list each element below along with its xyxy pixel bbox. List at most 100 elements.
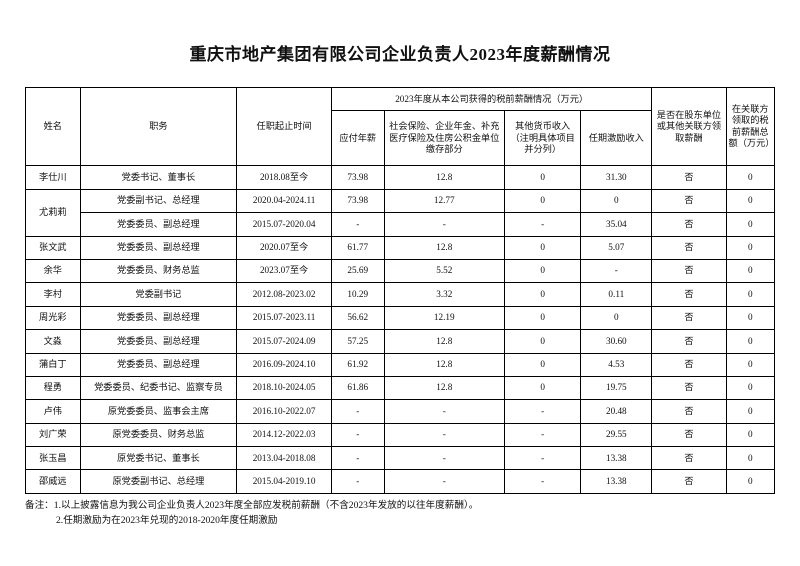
cell-period: 2015.07-2023.11 xyxy=(236,305,332,331)
cell-insurance: 12.19 xyxy=(383,305,506,331)
cell-insurance: 12.8 xyxy=(383,352,506,377)
cell-annual-salary: - xyxy=(330,446,385,471)
cell-period: 2018.08至今 xyxy=(236,165,332,190)
cell-insurance: - xyxy=(383,399,506,424)
cell-name: 张玉昌 xyxy=(25,446,81,471)
cell-annual-salary: 61.86 xyxy=(330,375,385,401)
cell-annual-salary: - xyxy=(330,422,385,448)
cell-other-income: 0 xyxy=(504,188,582,214)
table-row: 张文武 党委委员、副总经理 2020.07至今 61.77 12.8 0 5.07 否 0 xyxy=(25,235,776,260)
cell-shareholder-pay: 否 xyxy=(651,282,727,307)
cell-related-party-total: 0 xyxy=(725,446,776,471)
cell-name: 尤莉莉 xyxy=(25,188,81,237)
cell-tenure-incentive: 13.38 xyxy=(580,446,653,471)
cell-name: 张文武 xyxy=(25,235,81,260)
table-row: 周光彩 党委委员、副总经理 2015.07-2023.11 56.62 12.19 0 0 否… xyxy=(25,305,776,331)
cell-shareholder-pay: 否 xyxy=(651,212,727,237)
cell-other-income: 0 xyxy=(504,329,582,354)
cell-other-income: - xyxy=(504,469,582,494)
header-row-top: 姓名 职务 任职起止时间 2023年度从本公司获得的税前薪酬情况（万元） 是否在… xyxy=(25,87,776,167)
cell-insurance: 12.8 xyxy=(383,329,506,354)
cell-annual-salary: 10.29 xyxy=(330,282,385,307)
cell-period: 2014.12-2022.03 xyxy=(236,422,332,448)
table-row: 卢伟 原党委委员、监事会主席 2016.10-2022.07- - -20.48 否 0 xyxy=(25,399,776,424)
cell-position: 党委委员、副总经理 xyxy=(79,352,238,377)
cell-period: 2016.10-2022.07 xyxy=(236,399,332,424)
cell-related-party-total: 0 xyxy=(725,188,776,214)
cell-related-party-total: 0 xyxy=(725,375,776,401)
cell-position: 党委副书记 xyxy=(79,282,238,307)
cell-other-income: 0 xyxy=(504,352,582,377)
cell-other-income: - xyxy=(504,212,582,237)
cell-other-income: 0 xyxy=(504,235,582,260)
column-header-annual-salary: 应付年薪 xyxy=(330,110,385,167)
cell-shareholder-pay: 否 xyxy=(651,375,727,401)
cell-shareholder-pay: 否 xyxy=(651,469,727,494)
cell-period: 2020.04-2024.11 xyxy=(236,188,332,214)
cell-name: 刘广荣 xyxy=(25,422,81,448)
cell-period: 2016.09-2024.10 xyxy=(236,352,332,377)
cell-period: 2020.07至今 xyxy=(236,235,332,260)
cell-period: 2023.07至今 xyxy=(236,258,332,284)
cell-shareholder-pay: 否 xyxy=(651,399,727,424)
cell-period: 2015.07-2024.09 xyxy=(236,329,332,354)
cell-insurance: 12.77 xyxy=(383,188,506,214)
cell-tenure-incentive: 4.53 xyxy=(580,352,653,377)
cell-related-party-total: 0 xyxy=(725,329,776,354)
cell-position: 党委委员、纪委书记、监察专员 xyxy=(79,375,238,401)
cell-name: 程勇 xyxy=(25,375,81,401)
cell-shareholder-pay: 否 xyxy=(651,235,727,260)
cell-other-income: 0 xyxy=(504,375,582,401)
cell-related-party-total: 0 xyxy=(725,235,776,260)
cell-position: 原党委委员、监事会主席 xyxy=(79,399,238,424)
cell-name: 文淼 xyxy=(25,329,81,354)
cell-name: 蒲白丁 xyxy=(25,352,81,377)
note-line-2: 2.任期激励为在2023年兑现的2018-2020年度任期激励 xyxy=(56,514,278,526)
cell-tenure-incentive: 20.48 xyxy=(580,399,653,424)
cell-period: 2018.10-2024.05 xyxy=(236,375,332,401)
cell-insurance: 12.8 xyxy=(383,375,506,401)
cell-name: 邵威远 xyxy=(25,469,81,494)
cell-other-income: 0 xyxy=(504,305,582,331)
cell-shareholder-pay: 否 xyxy=(651,329,727,354)
cell-tenure-incentive: 5.07 xyxy=(580,235,653,260)
cell-name: 余华 xyxy=(25,258,81,284)
cell-related-party-total: 0 xyxy=(725,258,776,284)
cell-annual-salary: 56.62 xyxy=(330,305,385,331)
cell-tenure-incentive: 29.55 xyxy=(580,422,653,448)
table-row: 蒲白丁 党委委员、副总经理 2016.09-2024.10 61.92 12.8 0 4.5… xyxy=(25,352,776,377)
cell-related-party-total: 0 xyxy=(725,165,776,190)
cell-insurance: - xyxy=(383,422,506,448)
cell-position: 党委委员、副总经理 xyxy=(79,329,238,354)
cell-position: 原党委书记、董事长 xyxy=(79,446,238,471)
cell-tenure-incentive: 0.11 xyxy=(580,282,653,307)
notes-section: 备注：1.以上披露信息为我公司企业负责人2023年度全部应发税前薪酬（不含202… xyxy=(25,499,775,529)
cell-annual-salary: 61.77 xyxy=(330,235,385,260)
cell-other-income: 0 xyxy=(504,282,582,307)
cell-related-party-total: 0 xyxy=(725,469,776,494)
cell-name: 卢伟 xyxy=(25,399,81,424)
cell-shareholder-pay: 否 xyxy=(651,258,727,284)
cell-annual-salary: 61.92 xyxy=(330,352,385,377)
cell-other-income: - xyxy=(504,446,582,471)
cell-other-income: 0 xyxy=(504,165,582,190)
column-header-name: 姓名 xyxy=(25,87,81,167)
cell-related-party-total: 0 xyxy=(725,352,776,377)
table-row: 李村 党委副书记 2012.08-2023.02 10.29 3.32 0 0.11 否 0 xyxy=(25,282,776,307)
table-row: 邵威远 原党委副书记、总经理 2015.04-2019.10- - -13.38 否 0 xyxy=(25,469,776,494)
cell-annual-salary: - xyxy=(330,399,385,424)
table-row: 文淼 党委委员、副总经理 2015.07-2024.09 57.25 12.8 0 30.6… xyxy=(25,329,776,354)
cell-annual-salary: - xyxy=(330,469,385,494)
cell-position: 党委书记、董事长 xyxy=(79,165,238,190)
cell-other-income: - xyxy=(504,422,582,448)
cell-shareholder-pay: 否 xyxy=(651,305,727,331)
cell-position: 党委委员、副总经理 xyxy=(79,305,238,331)
cell-period: 2015.07-2020.04 xyxy=(236,212,332,237)
cell-annual-salary: - xyxy=(330,212,385,237)
cell-shareholder-pay: 否 xyxy=(651,165,727,190)
cell-position: 党委委员、副总经理 xyxy=(79,212,238,237)
cell-name: 李仕川 xyxy=(25,165,81,190)
cell-tenure-incentive: 0 xyxy=(580,305,653,331)
cell-insurance: - xyxy=(383,469,506,494)
cell-position: 原党委委员、财务总监 xyxy=(79,422,238,448)
